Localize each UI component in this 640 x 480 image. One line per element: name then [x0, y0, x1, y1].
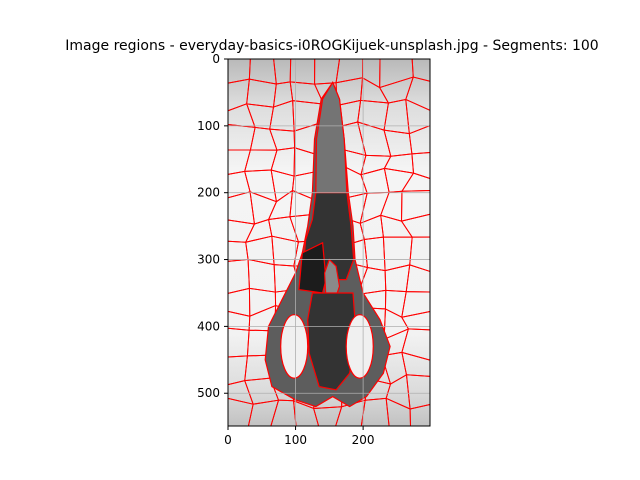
bottle-lobe-left [280, 314, 309, 379]
y-tick-label: 200 [197, 186, 220, 200]
y-tick-label: 0 [212, 52, 220, 66]
x-axis: 0 100 200 [224, 426, 375, 447]
y-tick-label: 500 [197, 386, 220, 400]
y-tick-label: 100 [197, 119, 220, 133]
x-tick-label: 200 [352, 433, 375, 447]
x-tick-label: 0 [224, 433, 232, 447]
chart-title: Image regions - everyday-basics-i0ROGKij… [65, 38, 598, 54]
axes-frame [227, 58, 431, 427]
bottle-lobe-right [345, 314, 374, 379]
x-tick-label: 100 [284, 433, 307, 447]
y-axis: 0 100 200 300 400 500 [197, 52, 228, 400]
plot-area [227, 58, 431, 427]
bottle-body-core [307, 292, 358, 391]
bottle-segments [264, 81, 391, 408]
bottle-waist-left [298, 241, 327, 294]
y-tick-label: 400 [197, 319, 220, 333]
y-tick-label: 300 [197, 253, 220, 267]
